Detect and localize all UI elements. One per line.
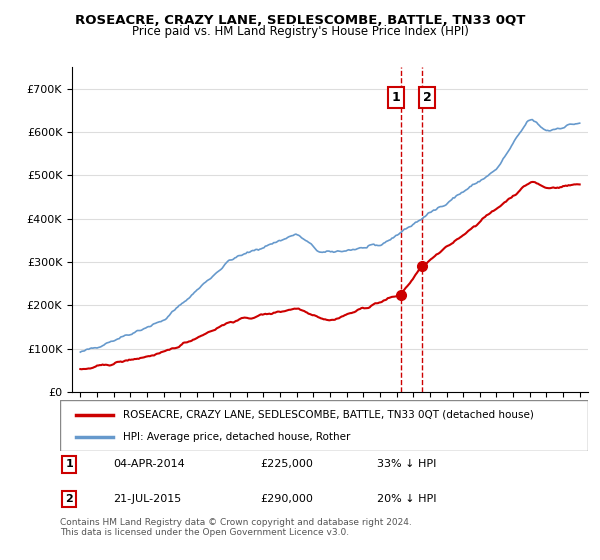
Text: 1: 1	[65, 459, 73, 469]
FancyBboxPatch shape	[60, 400, 588, 451]
Text: 21-JUL-2015: 21-JUL-2015	[113, 494, 181, 504]
Text: 1: 1	[391, 91, 400, 104]
Text: 04-APR-2014: 04-APR-2014	[113, 459, 185, 469]
Text: ROSEACRE, CRAZY LANE, SEDLESCOMBE, BATTLE, TN33 0QT: ROSEACRE, CRAZY LANE, SEDLESCOMBE, BATTL…	[75, 14, 525, 27]
Text: £225,000: £225,000	[260, 459, 314, 469]
Text: Price paid vs. HM Land Registry's House Price Index (HPI): Price paid vs. HM Land Registry's House …	[131, 25, 469, 38]
Text: £290,000: £290,000	[260, 494, 314, 504]
Text: 2: 2	[65, 494, 73, 504]
Text: 20% ↓ HPI: 20% ↓ HPI	[377, 494, 436, 504]
Text: ROSEACRE, CRAZY LANE, SEDLESCOMBE, BATTLE, TN33 0QT (detached house): ROSEACRE, CRAZY LANE, SEDLESCOMBE, BATTL…	[124, 409, 534, 419]
Text: 33% ↓ HPI: 33% ↓ HPI	[377, 459, 436, 469]
Text: HPI: Average price, detached house, Rother: HPI: Average price, detached house, Roth…	[124, 432, 351, 442]
Text: 2: 2	[423, 91, 432, 104]
Text: Contains HM Land Registry data © Crown copyright and database right 2024.
This d: Contains HM Land Registry data © Crown c…	[60, 518, 412, 538]
